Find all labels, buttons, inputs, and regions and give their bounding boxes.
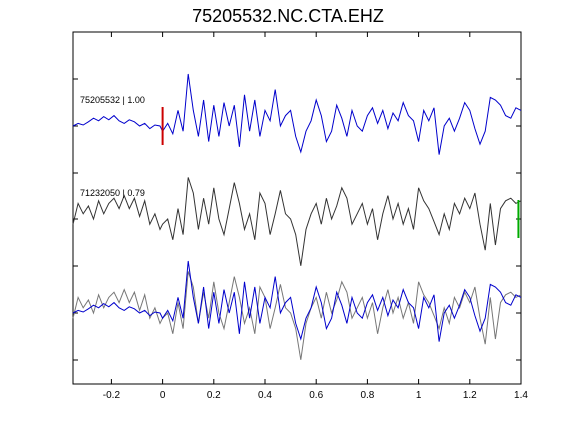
trace-line-row2 [72, 177, 522, 266]
x-tick-label: 0.8 [360, 390, 374, 401]
trace-label: 75205532 | 1.00 [80, 95, 145, 105]
plot-frame [72, 31, 522, 385]
x-tick-label: 0.4 [258, 390, 272, 401]
chart-title: 75205532.NC.CTA.EHZ [192, 6, 384, 26]
traces [72, 73, 522, 360]
x-tick-label: 0.6 [309, 390, 323, 401]
trace-labels: 75205532 | 1.00 71232050 | 0.79 [80, 95, 145, 198]
trace-line-row3 [72, 260, 522, 342]
x-tick-label: 1.4 [514, 390, 528, 401]
x-tick-label: 1.2 [463, 390, 477, 401]
trace-line-row3 [72, 271, 522, 360]
x-tick-label: 0 [160, 390, 166, 401]
pick-markers [161, 107, 520, 238]
trace-line-row1 [72, 73, 522, 155]
axis-ticks: -0.2 0 0.2 0.4 0.6 0.8 1 1.2 1.4 [73, 32, 528, 401]
x-tick-label: -0.2 [103, 390, 121, 401]
x-tick-label: 1 [416, 390, 422, 401]
trace-label: 71232050 | 0.79 [80, 188, 145, 198]
x-tick-label: 0.2 [207, 390, 221, 401]
